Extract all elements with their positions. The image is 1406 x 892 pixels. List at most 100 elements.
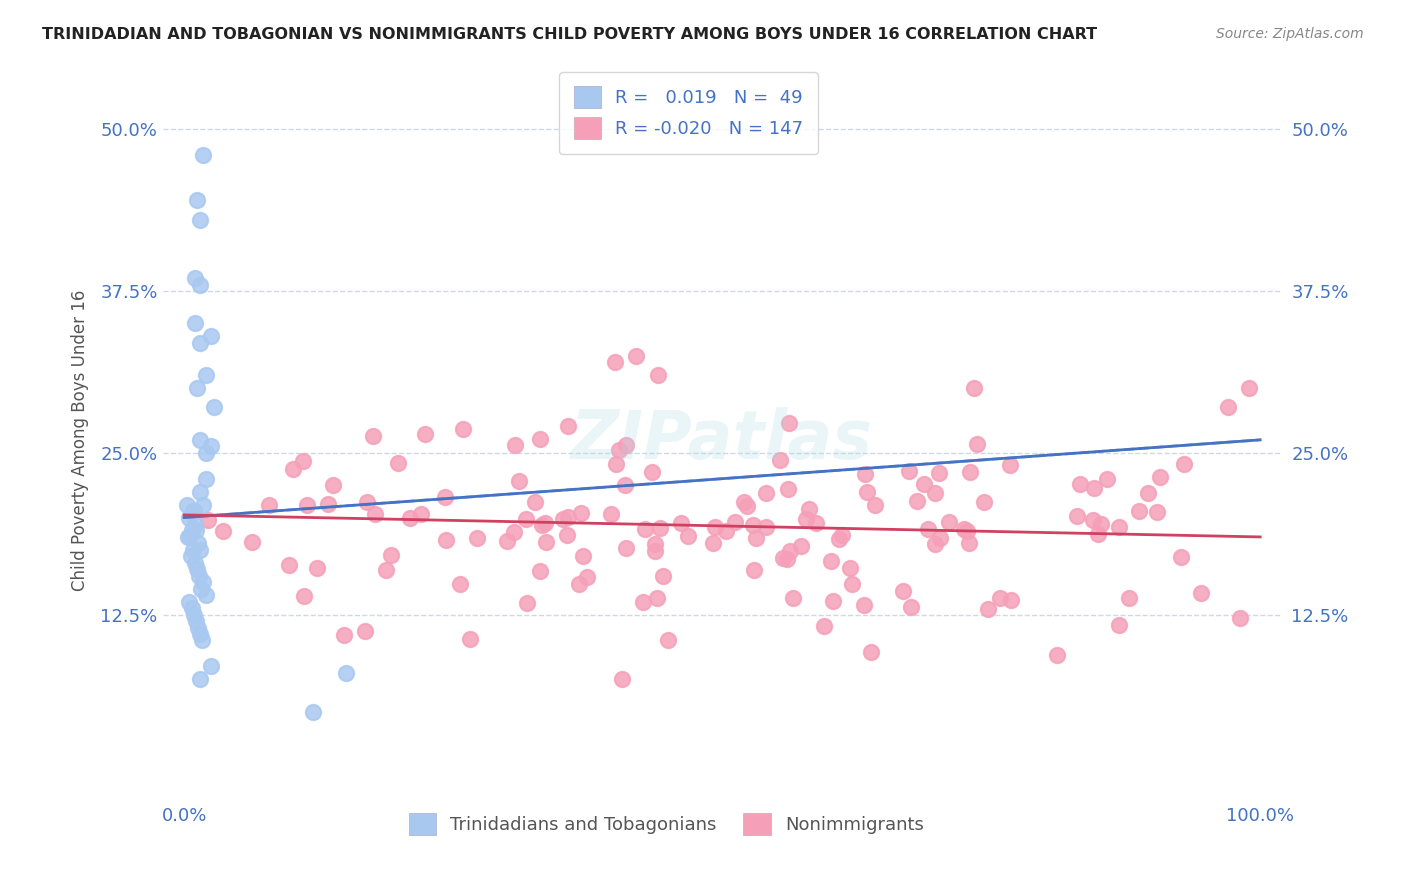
Point xyxy=(375,563,398,577)
Point xyxy=(779,543,801,558)
Point xyxy=(200,439,222,453)
Point xyxy=(605,457,627,471)
Point xyxy=(755,485,778,500)
Point xyxy=(634,522,657,536)
Point xyxy=(332,628,354,642)
Point xyxy=(956,524,979,538)
Point xyxy=(631,595,654,609)
Point xyxy=(828,533,851,547)
Point xyxy=(1229,611,1251,625)
Point xyxy=(778,482,800,496)
Point xyxy=(295,498,318,512)
Point xyxy=(959,466,981,480)
Point xyxy=(433,490,456,504)
Point xyxy=(291,454,314,468)
Point xyxy=(181,542,204,557)
Point xyxy=(841,576,863,591)
Point xyxy=(364,508,387,522)
Point xyxy=(180,601,202,615)
Point xyxy=(184,556,207,570)
Point xyxy=(399,511,422,525)
Point xyxy=(953,522,976,536)
Point xyxy=(184,516,207,531)
Point xyxy=(187,621,209,635)
Point xyxy=(335,665,357,680)
Point xyxy=(782,591,804,606)
Point xyxy=(183,504,205,518)
Point xyxy=(322,477,344,491)
Point xyxy=(929,531,952,545)
Point xyxy=(742,563,765,577)
Point xyxy=(652,568,675,582)
Point xyxy=(973,495,995,509)
Point xyxy=(413,426,436,441)
Point xyxy=(1149,470,1171,484)
Point xyxy=(188,627,211,641)
Point xyxy=(648,521,671,535)
Point xyxy=(571,549,593,563)
Point xyxy=(283,461,305,475)
Point xyxy=(891,583,914,598)
Point xyxy=(755,519,778,533)
Point xyxy=(180,549,202,564)
Point xyxy=(900,600,922,615)
Point xyxy=(742,517,765,532)
Point xyxy=(1046,648,1069,662)
Point xyxy=(307,560,329,574)
Point xyxy=(529,432,551,446)
Point xyxy=(380,548,402,562)
Point xyxy=(569,506,592,520)
Point xyxy=(177,530,200,544)
Point xyxy=(186,562,208,576)
Point xyxy=(772,551,794,566)
Point xyxy=(451,422,474,436)
Point xyxy=(465,531,488,545)
Point xyxy=(1069,477,1091,491)
Point xyxy=(530,518,553,533)
Point xyxy=(938,515,960,529)
Point xyxy=(496,534,519,549)
Point xyxy=(1087,527,1109,541)
Point xyxy=(568,577,591,591)
Point xyxy=(644,543,666,558)
Point xyxy=(240,534,263,549)
Point xyxy=(188,212,211,227)
Point xyxy=(505,437,527,451)
Point xyxy=(292,589,315,603)
Point xyxy=(176,498,198,512)
Point xyxy=(794,512,817,526)
Point xyxy=(184,317,207,331)
Point xyxy=(924,537,946,551)
Point xyxy=(200,329,222,343)
Point xyxy=(813,619,835,633)
Point xyxy=(928,466,950,480)
Y-axis label: Child Poverty Among Boys Under 16: Child Poverty Among Boys Under 16 xyxy=(72,289,89,591)
Point xyxy=(194,446,217,460)
Point xyxy=(769,452,792,467)
Point xyxy=(1000,592,1022,607)
Point xyxy=(302,705,325,719)
Text: ZIPatlas: ZIPatlas xyxy=(571,407,873,473)
Point xyxy=(790,539,813,553)
Point xyxy=(644,536,666,550)
Point xyxy=(316,497,339,511)
Point xyxy=(193,498,215,512)
Point xyxy=(534,516,557,531)
Point xyxy=(181,504,204,518)
Point xyxy=(963,381,986,395)
Point xyxy=(657,632,679,647)
Point xyxy=(998,458,1021,473)
Point xyxy=(600,507,623,521)
Point xyxy=(190,582,212,596)
Point xyxy=(1173,457,1195,471)
Point xyxy=(905,494,928,508)
Point xyxy=(187,536,209,550)
Point xyxy=(1128,504,1150,518)
Point xyxy=(676,529,699,543)
Point xyxy=(557,510,579,524)
Point xyxy=(624,349,647,363)
Point xyxy=(191,633,214,648)
Point xyxy=(188,335,211,350)
Point xyxy=(610,672,633,686)
Point xyxy=(211,524,233,538)
